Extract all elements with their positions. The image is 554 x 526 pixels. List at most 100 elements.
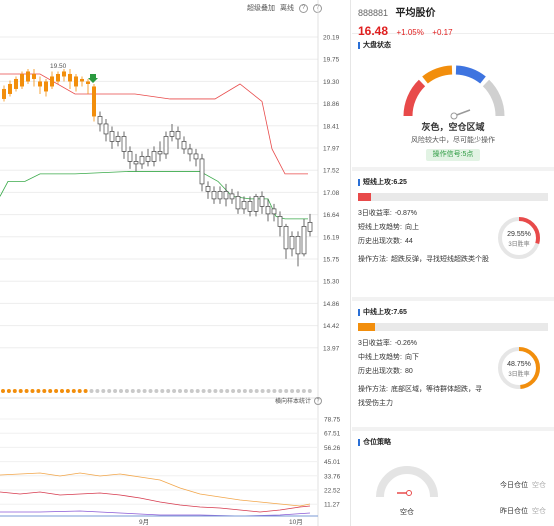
candle-body: [127, 151, 133, 162]
price-axis-label: 19.30: [323, 79, 340, 86]
timeline-dot: [54, 389, 59, 393]
position-values: 今日仓位 空仓 昨日仓位 空仓: [500, 473, 546, 525]
candle-body: [62, 71, 66, 77]
candle-body: [271, 208, 277, 215]
timeline-dot: [136, 389, 141, 393]
candle-body: [247, 201, 253, 212]
price-axis-label: 17.52: [323, 168, 340, 175]
short-method-value: 超跌反弹，寻找短线超跌类个股: [390, 256, 489, 263]
candle-body: [145, 156, 151, 162]
short-trend-value: 向上: [404, 224, 419, 231]
stock-price: 16.48: [358, 24, 389, 38]
short-winrate-pct: 29.55%: [507, 231, 531, 238]
candle-body: [235, 196, 241, 210]
short-winrate-label: 3日胜率: [508, 242, 530, 248]
mid-return-row: 3日收益率: -0.26%: [358, 337, 548, 351]
candle-body: [169, 131, 175, 137]
gauge-seg-red: [403, 79, 426, 117]
candle-body: [115, 136, 121, 142]
overlay-button[interactable]: 超级叠加: [247, 5, 275, 12]
candle-body: [20, 73, 24, 87]
short-trend-label: 短线上攻趋势:: [358, 224, 402, 231]
gauge-svg: [403, 65, 505, 120]
timeline-dot: [290, 389, 295, 393]
timeline-dot: [242, 389, 247, 393]
timeline-dot: [201, 389, 206, 393]
volume-line-purple: [0, 510, 311, 517]
candle-body: [295, 236, 301, 255]
sidebar-button[interactable]: 离线: [280, 5, 294, 12]
position-empty-label: 空仓: [400, 509, 414, 516]
timeline-dot: [260, 389, 265, 393]
buy-signal-arrow-icon: [88, 74, 98, 83]
timeline-dot: [172, 389, 177, 393]
section-marker-icon: [358, 178, 360, 186]
timeline-dot: [77, 389, 82, 393]
candle-body: [241, 201, 247, 210]
short-stats: 3日收益率: -0.87% 短线上攻趋势: 向上 历史出现次数: 44 操作方法: 超跌…: [352, 201, 554, 297]
timeline-dot: [101, 389, 106, 393]
position-title: 仓位策略: [363, 439, 391, 446]
volume-line-red: [0, 491, 311, 513]
today-position-value: 空仓: [532, 482, 546, 489]
mid-progress-fill: [358, 323, 376, 331]
settings-icon[interactable]: ?: [299, 3, 308, 13]
yesterday-position-value: 空仓: [532, 508, 546, 515]
price-axis-label: 19.75: [323, 57, 340, 64]
mid-count-value: 80: [404, 368, 413, 375]
timeline-dot: [272, 389, 277, 393]
timeline-dot: [60, 389, 64, 393]
market-panel: 888881 平均股价 16.48 +1.05% +0.17 大盘状态 灰色，空…: [352, 0, 554, 526]
mid-trend-row: 中线上攻趋势: 向下: [358, 351, 548, 365]
timeline-dot: [6, 389, 11, 393]
separator: [352, 297, 554, 301]
price-axis-label: 17.08: [323, 190, 340, 197]
timeline-dot: [71, 389, 76, 393]
candle-body: [223, 191, 229, 200]
volume-axis-label: 22.52: [324, 488, 341, 495]
mid-count-label: 历史出现次数:: [358, 368, 402, 375]
vol-help-icon[interactable]: ?: [314, 396, 322, 405]
timeline-dot: [42, 389, 47, 393]
price-axis-label: 17.97: [323, 146, 340, 153]
timeline-dot: [1, 389, 5, 393]
kline-chart-area[interactable]: 超级叠加 离线 ? ? 20.19 19.75 19.30 18.86 18.41 17.…: [0, 0, 346, 526]
timeline-dot: [30, 389, 35, 393]
mid-winrate-pct: 48.75%: [507, 361, 531, 368]
timeline-dot: [207, 389, 212, 393]
price-axis-label: 15.75: [323, 257, 340, 264]
candle-body: [97, 116, 103, 125]
gauge-seg-blue: [455, 65, 486, 84]
volume-axis-label: 33.76: [324, 473, 341, 480]
market-title: 大盘状态: [363, 42, 391, 49]
timeline-dot: [142, 389, 147, 393]
candle-body: [301, 226, 307, 255]
date-label: 9月: [139, 518, 149, 526]
candle-body: [14, 78, 18, 89]
signal-badge: 操作信号:5点: [426, 149, 480, 161]
mid-progress-bar: [358, 323, 548, 331]
candle-body: [283, 226, 289, 250]
volume-axis-label: 45.01: [324, 459, 341, 466]
timeline-dot: [301, 389, 306, 393]
candle-body: [211, 191, 217, 200]
candle-body: [199, 158, 205, 185]
mid-stats: 3日收益率: -0.26% 中线上攻趋势: 向下 历史出现次数: 80 操作方法: 底部…: [352, 331, 554, 427]
timeline-dot: [178, 389, 182, 393]
price-axis-label: 15.30: [323, 279, 340, 286]
candle-body: [229, 193, 235, 200]
short-count-row: 历史出现次数: 44: [358, 235, 548, 249]
candle-body: [277, 216, 283, 227]
candle-body: [253, 196, 259, 212]
timeline-dot: [83, 389, 88, 393]
timeline-dot: [124, 389, 129, 393]
candle-body: [26, 71, 30, 82]
timeline-dot: [266, 389, 271, 393]
candle-body: [139, 156, 145, 165]
gauge-hub: [450, 112, 458, 120]
date-label: 10月: [289, 518, 303, 526]
timeline-dot: [107, 389, 112, 393]
price-axis-label: 14.86: [323, 301, 340, 308]
candle-body: [32, 73, 36, 79]
mid-title: 中线上攻:7.65: [363, 309, 407, 316]
